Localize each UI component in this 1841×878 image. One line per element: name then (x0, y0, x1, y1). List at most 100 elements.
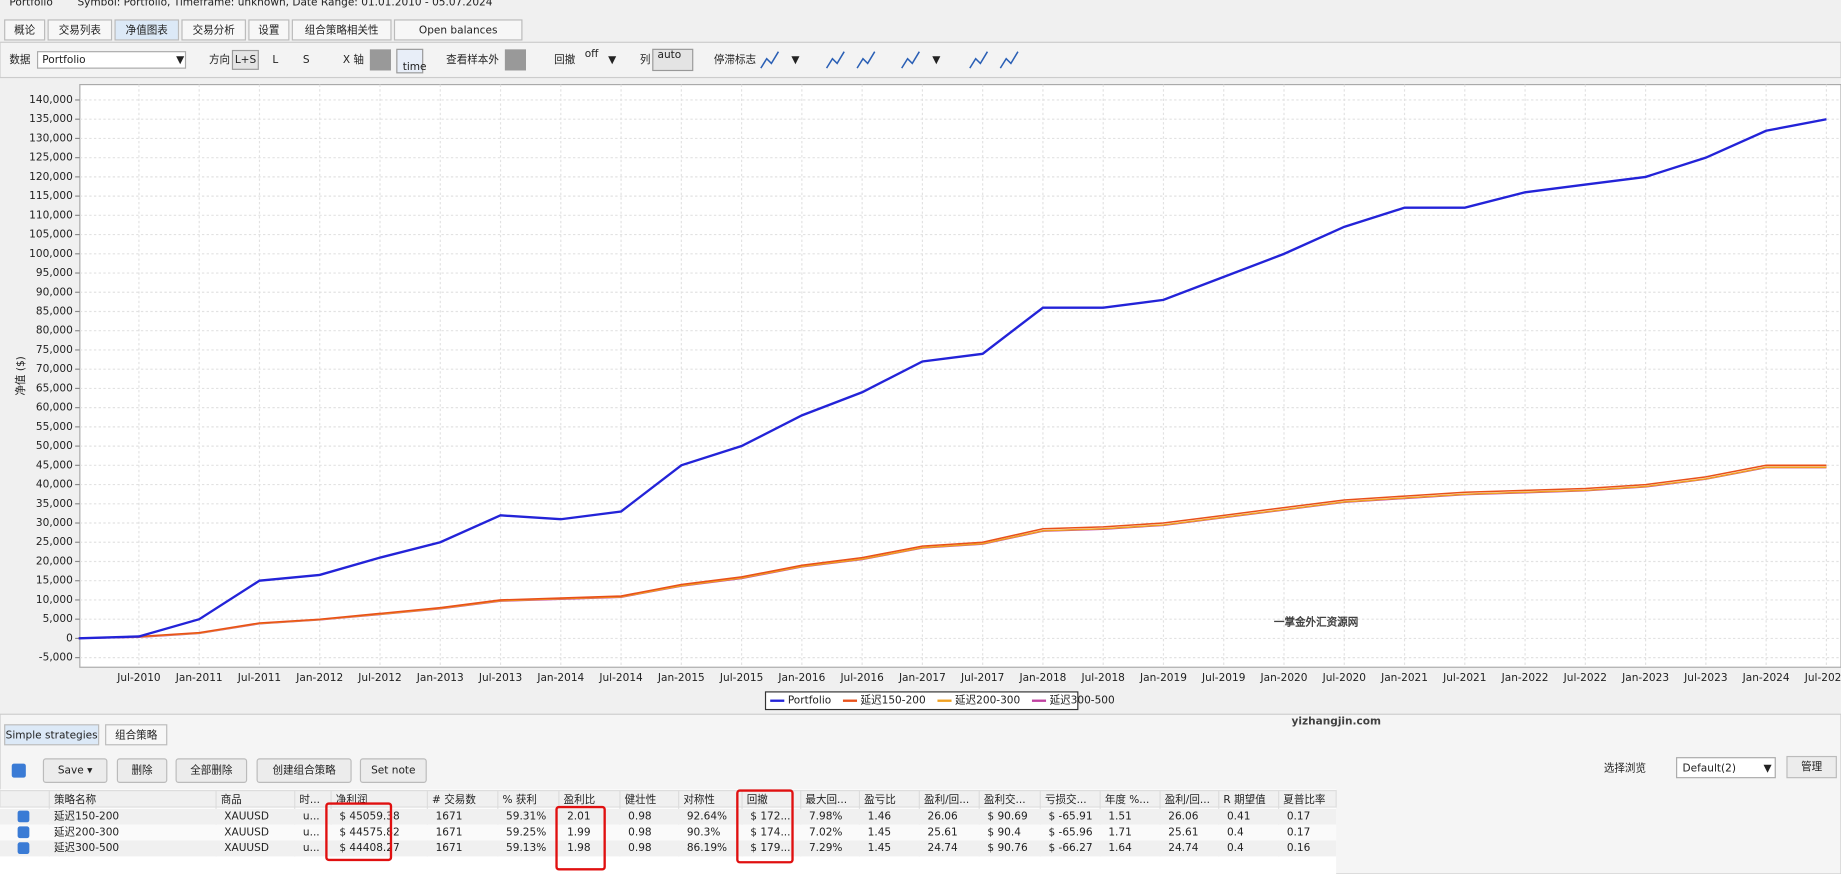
table-cell: 0.4 (1227, 842, 1244, 854)
tab-label: Open balances (419, 25, 498, 37)
panel-tab[interactable] (105, 724, 168, 746)
toolbar-icon[interactable] (760, 51, 780, 69)
table-header-cell: % 获利 (503, 794, 537, 806)
table-cell: 86.19% (687, 842, 727, 854)
table-row[interactable] (0, 824, 1337, 841)
watermark: 一掌金外汇资源网 (1274, 616, 1358, 629)
table-cell: 1.64 (1108, 842, 1132, 854)
table-cell: 59.13% (506, 842, 546, 854)
table-cell: 7.02% (809, 826, 843, 838)
x-tick-label: Jan-2020 (1260, 672, 1308, 684)
icon[interactable] (504, 49, 526, 71)
row-checkbox[interactable] (17, 810, 30, 823)
toolbar-label: 停滞标志 (714, 53, 756, 66)
toolbar-icon[interactable] (999, 51, 1019, 69)
table-cell: $ 44575.82 (339, 826, 399, 838)
y-tick-label: 140,000 (29, 94, 73, 106)
y-tick-label: 40,000 (36, 479, 73, 491)
table-cell: 59.25% (506, 826, 546, 838)
tab[interactable] (181, 19, 246, 41)
table-cell: 1.45 (868, 842, 891, 854)
dropdown-value: Portfolio (42, 54, 85, 66)
direction-option[interactable]: L+S (235, 54, 257, 66)
dropdown-arrow: ▼ (932, 54, 941, 66)
toolbar-label: 列 (640, 53, 651, 66)
table-cell: 2.01 (567, 810, 590, 822)
x-tick-label: Jul-2015 (719, 672, 763, 684)
table-cell: 1.71 (1108, 826, 1131, 838)
toolbar-icon[interactable] (901, 51, 920, 69)
y-tick-label: 120,000 (29, 171, 73, 183)
button[interactable] (1786, 755, 1837, 779)
row-checkbox[interactable] (17, 842, 30, 855)
window-subtitle: Symbol: Portfolio, Timeframe: unknown, D… (77, 0, 492, 8)
button[interactable] (116, 758, 168, 783)
x-tick-label: Jan-2013 (416, 672, 464, 684)
series-line (78, 118, 1827, 640)
table-cell: 1.98 (567, 842, 590, 854)
toggle[interactable] (231, 49, 259, 70)
table-header-cell: 策略名称 (54, 793, 97, 806)
tab[interactable] (393, 19, 523, 41)
table-header-cell: 年度 %... (1105, 793, 1150, 806)
y-tick-label: 75,000 (36, 344, 73, 356)
y-tick-label: 80,000 (36, 325, 73, 337)
button-label: 创建组合策略 (272, 764, 336, 777)
toolbar-icon[interactable] (856, 51, 876, 69)
toolbar-icon[interactable] (969, 51, 989, 69)
table-cell: 0.98 (628, 842, 651, 854)
table-cell: 1.99 (567, 826, 590, 838)
table-row[interactable] (0, 808, 1337, 825)
button[interactable] (42, 758, 108, 783)
x-tick-label: Jul-2012 (357, 672, 401, 684)
tab[interactable] (47, 19, 113, 41)
x-tick-label: Jan-2014 (536, 672, 584, 684)
y-tick-label: 65,000 (36, 382, 73, 394)
table-header-cell: 对称性 (683, 793, 715, 806)
x-tick-label: Jan-2024 (1742, 672, 1790, 684)
window-title: Portfolio (9, 0, 52, 8)
table-cell: 7.98% (809, 810, 843, 822)
direction-option[interactable]: L (272, 54, 278, 66)
icon[interactable] (396, 48, 424, 74)
x-tick-label: Jul-2023 (1683, 672, 1727, 684)
checkbox[interactable] (11, 763, 26, 778)
y-tick-label: 25,000 (36, 536, 73, 548)
tab[interactable] (248, 19, 290, 41)
icon[interactable] (652, 48, 694, 72)
table-cell: $ 44408.27 (339, 842, 399, 854)
x-tick-label: Jan-2023 (1621, 672, 1669, 684)
x-tick-label: Jan-2021 (1380, 672, 1428, 684)
direction-option[interactable]: S (303, 54, 310, 66)
table-cell: 59.31% (506, 810, 546, 822)
x-tick-label: Jan-2016 (777, 672, 825, 684)
tab[interactable] (114, 19, 180, 41)
table-cell: 7.29% (809, 842, 843, 854)
tab[interactable] (291, 19, 392, 41)
icon[interactable] (369, 49, 391, 71)
table-header-cell: 时... (299, 794, 320, 806)
dropdown[interactable] (36, 51, 187, 69)
table-cell: 0.4 (1227, 826, 1244, 838)
toolbar-icon[interactable] (825, 51, 845, 69)
x-tick-label: Jan-2015 (657, 672, 705, 684)
tab[interactable] (4, 19, 46, 41)
button[interactable] (359, 758, 427, 783)
table-header-cell: 亏损交... (1045, 793, 1087, 806)
button[interactable] (256, 758, 352, 783)
table-cell: $ 179... (750, 842, 790, 854)
button[interactable] (175, 758, 248, 783)
table-row[interactable] (0, 840, 1337, 857)
x-tick-label: Jan-2022 (1501, 672, 1549, 684)
table-cell: 0.98 (628, 826, 651, 838)
highlight-box (325, 802, 393, 862)
dropdown[interactable] (1676, 757, 1776, 779)
panel-tab[interactable] (4, 724, 100, 746)
table-cell: 26.06 (928, 810, 958, 822)
button-label: 删除 (132, 764, 154, 777)
row-checkbox[interactable] (17, 826, 30, 839)
table-cell: 0.17 (1287, 826, 1310, 838)
x-tick-label: Jan-2011 (175, 672, 223, 684)
